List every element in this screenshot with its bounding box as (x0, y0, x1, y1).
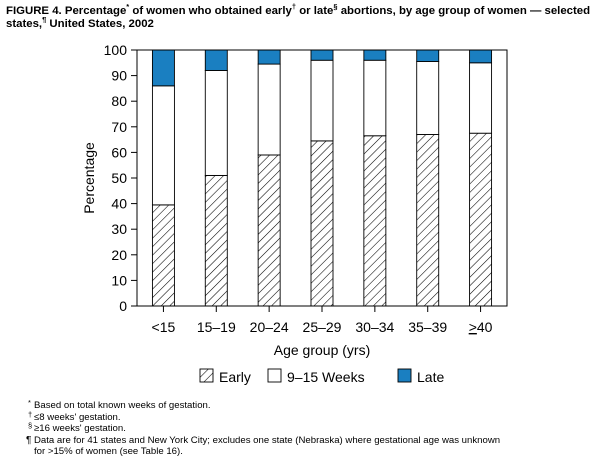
footnote-marker: † (28, 409, 33, 419)
bar-segment-9-15-weeks-1 (204, 70, 228, 176)
y-tick-label: 10 (111, 272, 127, 288)
footnote-text: Data are for 41 states and New York City… (34, 434, 501, 446)
bar-segment-9-15-weeks-0 (151, 85, 175, 206)
legend-label: Early (219, 369, 251, 385)
bar-segment-early-3 (310, 140, 334, 307)
y-tick-label: 0 (119, 298, 127, 314)
footnote: ¶ Data are for 41 states and New York Cit… (26, 434, 588, 447)
bar-segment-early-2 (257, 154, 281, 307)
bar-segment-late-1 (204, 49, 228, 71)
footnote-marker: * (28, 398, 31, 407)
bar-segment-late-5 (416, 49, 440, 62)
footnote: § ≥16 weeks' gestation. (28, 421, 588, 435)
title-text: United States, 2002 (46, 18, 154, 30)
x-tick-label: 20–24 (250, 319, 289, 335)
footnote: * Based on total known weeks of gestation… (28, 398, 588, 412)
y-tick-label: 100 (104, 42, 128, 58)
bar-segment-early-4 (363, 135, 387, 307)
footnote-marker: ¶ (26, 434, 32, 446)
legend-swatch-late (397, 368, 412, 383)
y-tick-label: 20 (111, 247, 127, 263)
legend-label: 9–15 Weeks (287, 369, 365, 385)
legend-swatch-9-15-weeks (267, 368, 282, 383)
y-tick-label: 90 (111, 68, 127, 84)
footnote: † ≤8 weeks' gestation. (28, 409, 588, 424)
x-tick-label: >40 (469, 319, 493, 335)
legend: Early 9–15 Weeks Late (199, 368, 444, 385)
bar-segment-9-15-weeks-5 (416, 61, 440, 135)
bar-segment-early-5 (416, 134, 440, 307)
bar-segment-early-6 (469, 132, 493, 307)
bar-segment-late-6 (469, 49, 493, 64)
title-footnote-marker: * (126, 2, 130, 12)
legend-label: Late (417, 369, 444, 385)
y-tick-label: 40 (111, 196, 127, 212)
figure-title: FIGURE 4. Percentage* of women who obtai… (6, 2, 591, 31)
title-text: abortions, by age group of women — selec… (6, 5, 591, 30)
y-tick-label: 60 (111, 144, 127, 160)
legend-swatch-early (199, 368, 214, 383)
bar-segment-9-15-weeks-4 (363, 59, 387, 137)
bar-segment-late-3 (310, 49, 334, 61)
bar-segment-early-1 (204, 174, 228, 307)
footnote-text: ≤8 weeks' gestation. (34, 411, 121, 423)
stacked-bar-chart: 0 10 20 30 40 50 60 70 80 90 100 <15 15–19 20–24 25–2… (81, 42, 508, 385)
x-tick-label: 15–19 (197, 319, 236, 335)
footnote-text: Based on total known weeks of gestation. (34, 400, 211, 411)
bar-segment-late-0 (151, 49, 175, 87)
x-axis-label: Age group (yrs) (274, 342, 370, 358)
y-tick-label: 80 (111, 93, 127, 109)
title-footnote-marker: ¶ (42, 15, 47, 25)
bar-segment-9-15-weeks-3 (310, 59, 334, 142)
footnote: for >15% of women (see Table 16). (28, 446, 588, 458)
bar-segment-9-15-weeks-6 (469, 62, 493, 134)
y-tick-label: 70 (111, 119, 127, 135)
x-tick-label: 35–39 (408, 319, 447, 335)
bar-segment-early-0 (151, 204, 175, 307)
footnote-marker: § (28, 421, 33, 430)
title-footnote-marker: † (291, 2, 297, 12)
y-axis-label: Percentage (81, 142, 97, 214)
x-tick-label: 30–34 (355, 319, 394, 335)
title-text: FIGURE 4. Percentage (6, 5, 127, 17)
bar-segment-late-4 (363, 49, 387, 61)
y-tick-label: 30 (111, 221, 127, 237)
footnotes: * Based on total known weeks of gestation… (26, 398, 588, 458)
title-footnote-marker: § (333, 2, 338, 12)
title-text: or late (296, 5, 334, 17)
y-tick-label: 50 (111, 170, 127, 186)
x-tick-label: <15 (152, 319, 176, 335)
x-tick-label: 25–29 (303, 319, 342, 335)
footnote-text: for >15% of women (see Table 16). (34, 446, 183, 457)
bar-segment-9-15-weeks-2 (257, 63, 281, 156)
title-text: of women who obtained early (129, 5, 292, 17)
footnote-text: ≥16 weeks' gestation. (34, 423, 126, 434)
bar-segment-late-2 (257, 49, 281, 65)
